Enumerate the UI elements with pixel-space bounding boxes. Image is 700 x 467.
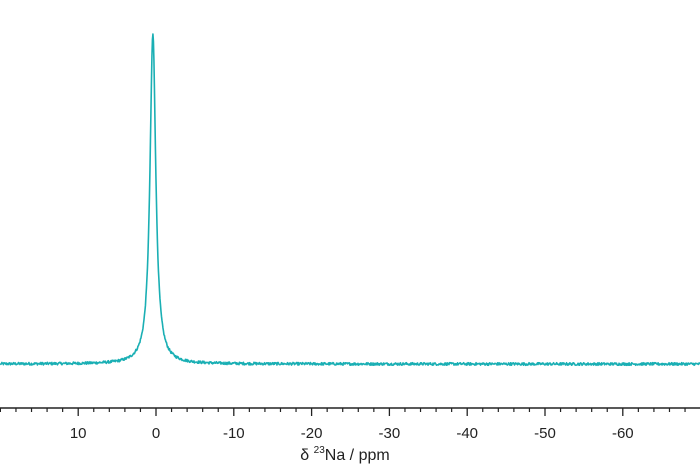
x-tick-label: -50	[534, 425, 556, 442]
x-axis-title-prefix: δ	[300, 447, 313, 464]
x-tick-label: 10	[70, 425, 87, 442]
x-axis-title: δ 23Na / ppm	[300, 445, 389, 464]
spectrum-line	[0, 33, 700, 367]
x-tick-label: -10	[223, 425, 245, 442]
x-tick-label: -40	[456, 425, 478, 442]
x-tick-label: 0	[152, 425, 160, 442]
plot-area	[0, 33, 700, 367]
x-axis-title-superscript: 23	[314, 445, 326, 456]
x-tick-label: -30	[379, 425, 401, 442]
x-tick-label: -60	[612, 425, 634, 442]
x-axis: 10 0 -10 -20 -30 -40 -50 -60	[0, 407, 700, 442]
x-axis-title-nucleus: Na	[325, 447, 346, 464]
x-axis-title-suffix: / ppm	[345, 447, 389, 464]
x-tick-label: -20	[301, 425, 323, 442]
